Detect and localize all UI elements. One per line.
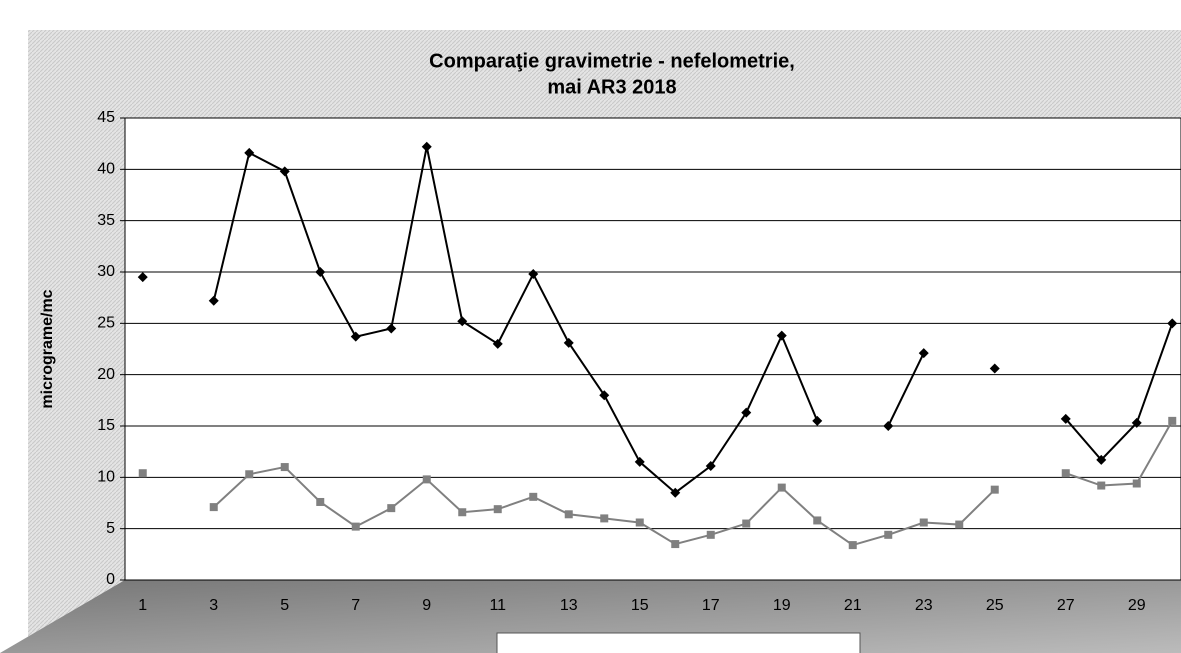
point <box>635 518 644 527</box>
y-tick-label: 20 <box>97 366 115 383</box>
point <box>1096 454 1107 465</box>
floor <box>0 580 1181 653</box>
point <box>316 497 325 506</box>
y-axis-label: micrograme/mc <box>39 289 56 408</box>
point <box>138 469 147 478</box>
x-tick-label: 11 <box>489 597 506 614</box>
y-tick-label: 30 <box>97 263 115 280</box>
y-tick-label: 15 <box>97 417 115 434</box>
point <box>564 510 573 519</box>
point <box>1097 481 1106 490</box>
plot-area <box>124 117 1181 581</box>
x-tick-label: 23 <box>915 597 933 614</box>
chart-title: Comparaţie gravimetrie - nefelometrie, <box>429 50 795 72</box>
series-line <box>1065 420 1174 487</box>
point <box>706 530 715 539</box>
point <box>315 267 326 277</box>
point <box>208 295 219 306</box>
point <box>776 330 787 341</box>
y-tick-label: 5 <box>106 520 115 537</box>
point <box>813 516 822 525</box>
point <box>777 483 786 492</box>
x-tick-label: 9 <box>422 597 431 614</box>
point <box>741 407 752 418</box>
x-tick-label: 15 <box>631 597 649 614</box>
x-tick-label: 5 <box>280 597 289 614</box>
point <box>1061 469 1070 478</box>
point <box>1168 416 1177 425</box>
y-tick-label: 45 <box>97 109 115 126</box>
point <box>883 421 894 431</box>
point <box>421 141 432 152</box>
point <box>244 147 255 158</box>
point <box>989 363 1000 374</box>
point <box>209 503 218 512</box>
point <box>671 540 680 549</box>
point <box>670 487 681 498</box>
point <box>350 331 361 342</box>
series-line <box>212 146 819 495</box>
point <box>600 514 609 523</box>
point <box>1131 417 1142 428</box>
point <box>918 348 929 359</box>
point <box>137 272 148 283</box>
point <box>458 508 467 517</box>
y-tick-label: 40 <box>97 161 115 178</box>
x-tick-label: 1 <box>138 597 147 614</box>
point <box>563 337 574 348</box>
point <box>705 461 716 472</box>
point <box>1060 413 1071 424</box>
point <box>280 463 289 472</box>
point <box>493 505 502 514</box>
point <box>422 475 431 484</box>
y-tick-label: 35 <box>97 212 115 229</box>
series-line <box>1064 322 1174 462</box>
point <box>884 530 893 539</box>
point <box>1132 479 1141 488</box>
point <box>528 269 539 280</box>
point <box>457 316 468 327</box>
x-tick-label: 3 <box>209 597 218 614</box>
point <box>492 338 503 349</box>
y-tick-label: 10 <box>97 469 115 486</box>
point <box>742 519 751 528</box>
point <box>955 520 964 529</box>
x-tick-label: 25 <box>986 597 1004 614</box>
x-tick-label: 19 <box>773 597 791 614</box>
point <box>848 541 857 550</box>
point <box>990 485 999 494</box>
point <box>1167 318 1178 329</box>
x-tick-label: 7 <box>351 597 360 614</box>
point <box>245 470 254 479</box>
x-tick-label: 27 <box>1057 597 1075 614</box>
x-tick-label: 21 <box>844 597 862 614</box>
chart-title: mai AR3 2018 <box>547 76 676 98</box>
point <box>919 518 928 527</box>
point <box>386 323 397 334</box>
x-tick-label: 13 <box>560 597 578 614</box>
point <box>387 504 396 513</box>
point <box>634 456 645 467</box>
x-tick-label: 17 <box>702 597 720 614</box>
series-line <box>887 352 925 427</box>
point <box>529 492 538 501</box>
y-tick-label: 25 <box>97 315 115 332</box>
legend <box>496 632 861 653</box>
x-tick-label: 29 <box>1128 597 1146 614</box>
y-tick-label: 0 <box>106 571 115 588</box>
point <box>812 415 823 426</box>
point <box>279 166 290 177</box>
point <box>351 522 360 531</box>
point <box>599 390 610 401</box>
